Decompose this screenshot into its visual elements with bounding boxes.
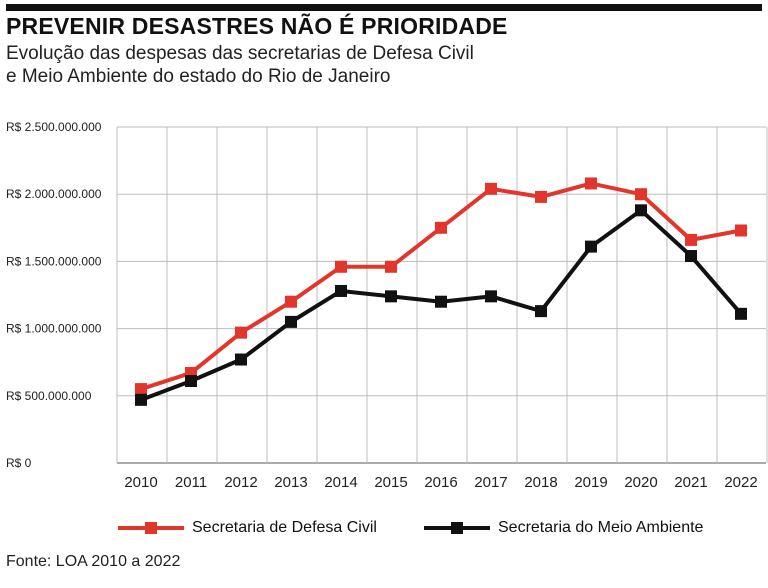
data-point-meio-ambiente <box>135 393 147 406</box>
x-tick-label: 2022 <box>724 474 757 491</box>
source-note: Fonte: LOA 2010 a 2022 <box>6 553 181 570</box>
data-point-defesa-civil <box>385 260 397 273</box>
data-point-defesa-civil <box>285 295 297 308</box>
data-point-meio-ambiente <box>485 290 497 303</box>
series-line-defesa-civil <box>140 181 742 391</box>
data-point-defesa-civil <box>585 177 597 190</box>
x-tick-label: 2014 <box>324 474 357 491</box>
data-point-meio-ambiente <box>385 290 397 303</box>
data-point-meio-ambiente <box>535 305 547 318</box>
chart-title: PREVENIR DESASTRES NÃO É PRIORIDADE <box>6 13 508 39</box>
legend: Secretaria de Defesa Civil Secretaria do… <box>0 514 768 542</box>
legend-marker-meio-ambiente <box>451 522 463 534</box>
data-point-meio-ambiente <box>185 375 197 388</box>
x-tick-label: 2010 <box>124 474 157 491</box>
x-tick-label: 2016 <box>424 474 457 491</box>
data-point-defesa-civil <box>685 233 697 246</box>
x-tick-label: 2013 <box>274 474 307 491</box>
legend-label-defesa-civil: Secretaria de Defesa Civil <box>192 519 377 536</box>
x-tick-label: 2015 <box>374 474 407 491</box>
x-tick-label: 2019 <box>574 474 607 491</box>
data-point-meio-ambiente <box>435 295 447 308</box>
legend-line-meio-ambiente <box>424 522 490 534</box>
data-point-defesa-civil <box>235 326 247 339</box>
data-point-defesa-civil <box>485 182 497 195</box>
subtitle-line-1: Evolução das despesas das secretarias de… <box>6 43 474 64</box>
y-tick-label: R$ 1.000.000.000 <box>6 322 102 336</box>
data-point-meio-ambiente <box>685 250 697 263</box>
x-tick-label: 2012 <box>224 474 257 491</box>
legend-label-meio-ambiente: Secretaria do Meio Ambiente <box>498 519 704 536</box>
subtitle-line-2: e Meio Ambiente do estado do Rio de Jane… <box>6 66 391 87</box>
legend-marker-defesa-civil <box>145 522 157 534</box>
data-point-defesa-civil <box>535 190 547 203</box>
legend-item-meio-ambiente: Secretaria do Meio Ambiente <box>424 514 703 542</box>
x-tick-label: 2021 <box>674 474 707 491</box>
data-point-defesa-civil <box>435 221 447 234</box>
x-tick-label: 2018 <box>524 474 557 491</box>
y-tick-label: R$ 500.000.000 <box>6 389 92 403</box>
line-chart: R$ 0 R$ 500.000.000 R$ 1.000.000.000 R$ 1.5… <box>6 120 768 491</box>
data-point-defesa-civil <box>735 224 747 237</box>
x-tick-label: 2020 <box>624 474 657 491</box>
data-point-meio-ambiente <box>335 284 347 297</box>
data-point-meio-ambiente <box>635 204 647 217</box>
data-point-defesa-civil <box>335 260 347 273</box>
y-tick-label: R$ 0 <box>6 456 32 470</box>
x-tick-label: 2017 <box>474 474 507 491</box>
legend-item-defesa-civil: Secretaria de Defesa Civil <box>118 514 377 542</box>
data-point-meio-ambiente <box>735 307 747 320</box>
data-point-defesa-civil <box>135 383 147 396</box>
top-rule <box>6 4 762 11</box>
y-tick-label: R$ 2.000.000.000 <box>6 187 102 201</box>
data-point-meio-ambiente <box>235 353 247 366</box>
y-tick-label: R$ 1.500.000.000 <box>6 254 102 268</box>
data-point-defesa-civil <box>635 188 647 201</box>
y-tick-label: R$ 2.500.000.000 <box>6 120 102 134</box>
data-point-meio-ambiente <box>585 240 597 253</box>
data-point-meio-ambiente <box>285 315 297 328</box>
legend-line-defesa-civil <box>118 522 184 534</box>
x-tick-label: 2011 <box>175 474 207 491</box>
chart-subtitle: Evolução das despesas das secretarias de… <box>6 42 706 88</box>
